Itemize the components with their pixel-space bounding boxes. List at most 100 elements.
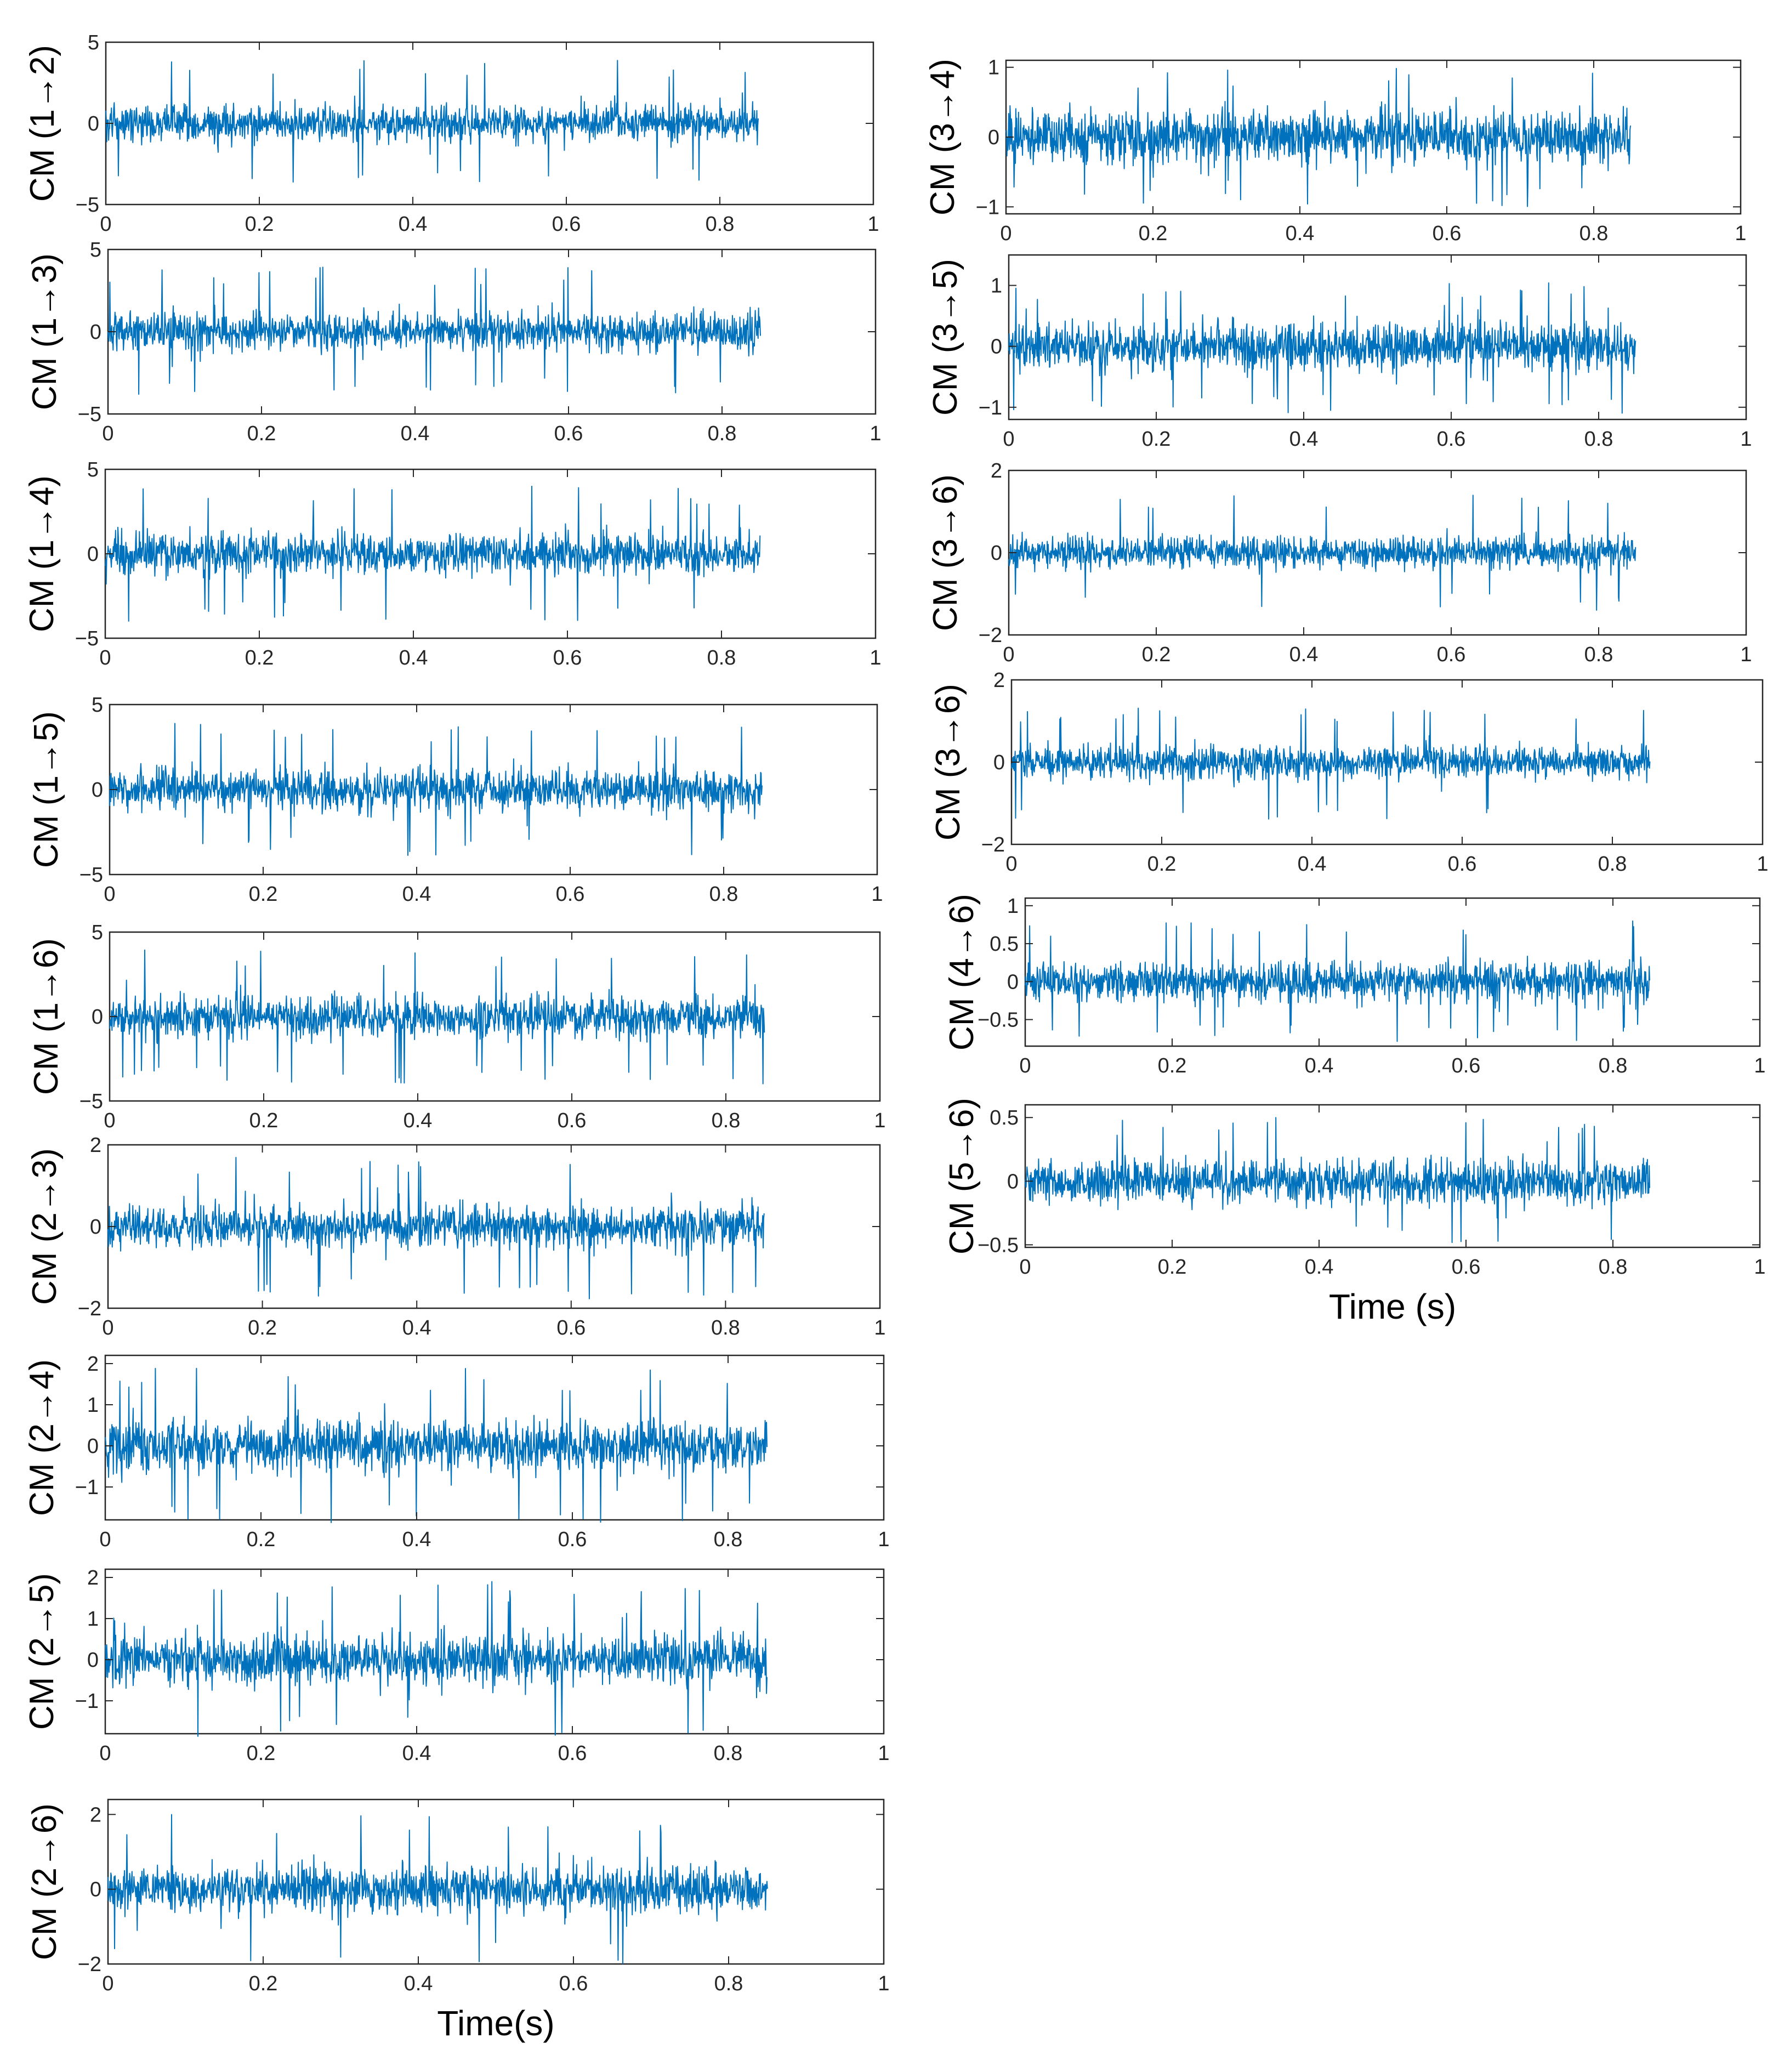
x-axis-label: Time(s) bbox=[437, 2003, 554, 2043]
y-axis-label: CM (1→3) bbox=[26, 253, 64, 410]
x-tick-label: 1 bbox=[878, 1972, 889, 1995]
x-tick-label: 0.4 bbox=[1289, 643, 1319, 666]
x-tick-label: 0.8 bbox=[714, 1972, 743, 1995]
signal-series bbox=[107, 266, 761, 395]
x-tick-label: 0.2 bbox=[245, 646, 274, 669]
x-tick-label: 0.8 bbox=[1579, 222, 1609, 245]
y-tick-label: −1 bbox=[75, 1476, 99, 1499]
x-tick-label: 0.8 bbox=[711, 1316, 740, 1339]
signal-series bbox=[1025, 920, 1650, 1042]
subplot-7: 0 0.2 0.4 0.6 0.8 1 2 1 0 −1 CM (2→4) bbox=[23, 1353, 890, 1551]
x-tick-label: 0.4 bbox=[404, 1972, 433, 1995]
y-tick-label: 2 bbox=[87, 1566, 99, 1590]
signal-series bbox=[1005, 67, 1631, 207]
x-tick-label: 0.8 bbox=[714, 1742, 743, 1765]
x-tick-label: 0.6 bbox=[1452, 1054, 1481, 1077]
subplot-2: 0 0.2 0.4 0.6 0.8 150−5CM (1→3) bbox=[26, 239, 882, 445]
y-axis-label: CM (3→6) bbox=[929, 684, 967, 841]
y-axis-label: CM (1→4) bbox=[23, 475, 61, 632]
y-tick-label: 0 bbox=[991, 336, 1002, 359]
y-axis-label: CM (3→4) bbox=[924, 59, 962, 215]
x-tick-label: 0 bbox=[99, 1528, 111, 1551]
y-axis-label: CM (2→5) bbox=[23, 1573, 61, 1730]
y-tick-label: 0 bbox=[1007, 970, 1019, 994]
signal-series bbox=[109, 723, 763, 856]
y-tick-label: −5 bbox=[79, 1090, 103, 1113]
x-tick-label: 0 bbox=[1005, 853, 1017, 876]
y-tick-label: −5 bbox=[79, 864, 103, 887]
x-tick-label: 0.2 bbox=[245, 213, 274, 236]
x-tick-label: 0 bbox=[1003, 643, 1014, 666]
y-tick-label: 5 bbox=[92, 694, 103, 717]
x-tick-label: 0.6 bbox=[553, 646, 582, 669]
y-tick-label: 5 bbox=[87, 458, 99, 481]
x-tick-label: 0.8 bbox=[1584, 643, 1613, 666]
x-tick-label: 0.4 bbox=[402, 1316, 431, 1339]
x-tick-label: 0.4 bbox=[1305, 1054, 1334, 1077]
x-tick-label: 1 bbox=[867, 213, 879, 236]
x-tick-label: 0.6 bbox=[558, 1109, 587, 1132]
y-tick-label: 0 bbox=[90, 1878, 101, 1901]
x-tick-label: 1 bbox=[1757, 853, 1768, 876]
y-tick-label: 0 bbox=[90, 321, 101, 344]
x-tick-label: 1 bbox=[878, 1528, 889, 1551]
x-tick-label: 0.8 bbox=[708, 422, 737, 445]
x-tick-label: 0.4 bbox=[401, 422, 430, 445]
signal-series bbox=[1011, 707, 1651, 820]
x-tick-label: 0 bbox=[102, 1972, 113, 1995]
x-tick-label: 0.2 bbox=[1147, 853, 1177, 876]
y-tick-label: 5 bbox=[90, 239, 101, 262]
x-tick-label: 0.8 bbox=[1599, 1256, 1628, 1279]
y-tick-label: 0.5 bbox=[990, 933, 1019, 956]
subplot-4: 0 0.2 0.4 0.6 0.8 150−5CM (1→5) bbox=[27, 694, 883, 906]
x-tick-label: 1 bbox=[1740, 643, 1752, 666]
x-tick-label: 0 bbox=[1003, 428, 1014, 451]
x-tick-label: 0 bbox=[100, 213, 111, 236]
y-tick-label: 0.5 bbox=[990, 1106, 1019, 1129]
x-tick-label: 0 bbox=[102, 422, 113, 445]
y-axis-label: CM (1→2) bbox=[24, 45, 61, 202]
y-tick-label: −2 bbox=[981, 833, 1005, 856]
subplot-10: 0 0.2 0.4 0.6 0.8 110−1CM (3→4) bbox=[924, 56, 1747, 245]
x-tick-label: 0.4 bbox=[402, 1742, 431, 1765]
x-tick-label: 0 bbox=[1000, 222, 1012, 245]
subplot-8: 0 0.2 0.4 0.6 0.8 1 2 1 0 −1 CM (2→5) bbox=[23, 1566, 890, 1765]
subplot-6: 0 0.2 0.4 0.6 0.8 120−2CM (2→3) bbox=[26, 1134, 886, 1339]
x-tick-label: 1 bbox=[1735, 222, 1746, 245]
x-tick-label: 0.2 bbox=[249, 1972, 278, 1995]
x-tick-label: 0.6 bbox=[1433, 222, 1462, 245]
x-tick-label: 0.4 bbox=[1298, 853, 1327, 876]
x-tick-label: 0.2 bbox=[1158, 1054, 1187, 1077]
y-axis-label: CM (2→3) bbox=[26, 1148, 64, 1305]
x-tick-label: 0.4 bbox=[399, 213, 428, 236]
signal-series bbox=[107, 1814, 768, 1965]
y-tick-label: 2 bbox=[87, 1353, 99, 1376]
x-tick-label: 0.6 bbox=[552, 213, 581, 236]
subplot-1: 0 0.2 0.4 0.6 0.8 150−5CM (1→2) bbox=[24, 31, 879, 236]
x-tick-label: 0.2 bbox=[1142, 643, 1171, 666]
x-tick-label: 0.8 bbox=[1598, 853, 1627, 876]
x-tick-label: 0 bbox=[1019, 1054, 1031, 1077]
y-tick-label: 0 bbox=[92, 779, 103, 802]
x-tick-label: 0.2 bbox=[1158, 1256, 1187, 1279]
x-tick-label: 0 bbox=[104, 883, 115, 906]
y-tick-label: 2 bbox=[90, 1803, 101, 1826]
subplot-11: 0 0.2 0.4 0.6 0.8 110−1CM (3→5) bbox=[927, 254, 1752, 451]
x-tick-label: 1 bbox=[874, 1316, 885, 1339]
x-tick-label: 0.2 bbox=[247, 1742, 276, 1765]
x-tick-label: 0.2 bbox=[248, 1316, 277, 1339]
signal-series bbox=[1025, 1117, 1650, 1244]
x-tick-label: 0.4 bbox=[399, 646, 428, 669]
signal-series bbox=[105, 1581, 768, 1737]
x-tick-label: 0.4 bbox=[402, 1528, 431, 1551]
y-tick-label: 0 bbox=[87, 543, 99, 566]
x-tick-label: 0.8 bbox=[714, 1528, 743, 1551]
x-tick-label: 0 bbox=[99, 646, 111, 669]
y-tick-label: 1 bbox=[988, 56, 999, 80]
y-tick-label: −1 bbox=[976, 196, 999, 219]
y-tick-label: 5 bbox=[88, 31, 99, 54]
x-tick-label: 0 bbox=[99, 1742, 111, 1765]
x-tick-label: 0.2 bbox=[247, 1528, 276, 1551]
x-tick-label: 1 bbox=[870, 422, 881, 445]
x-tick-label: 0.4 bbox=[1286, 222, 1315, 245]
